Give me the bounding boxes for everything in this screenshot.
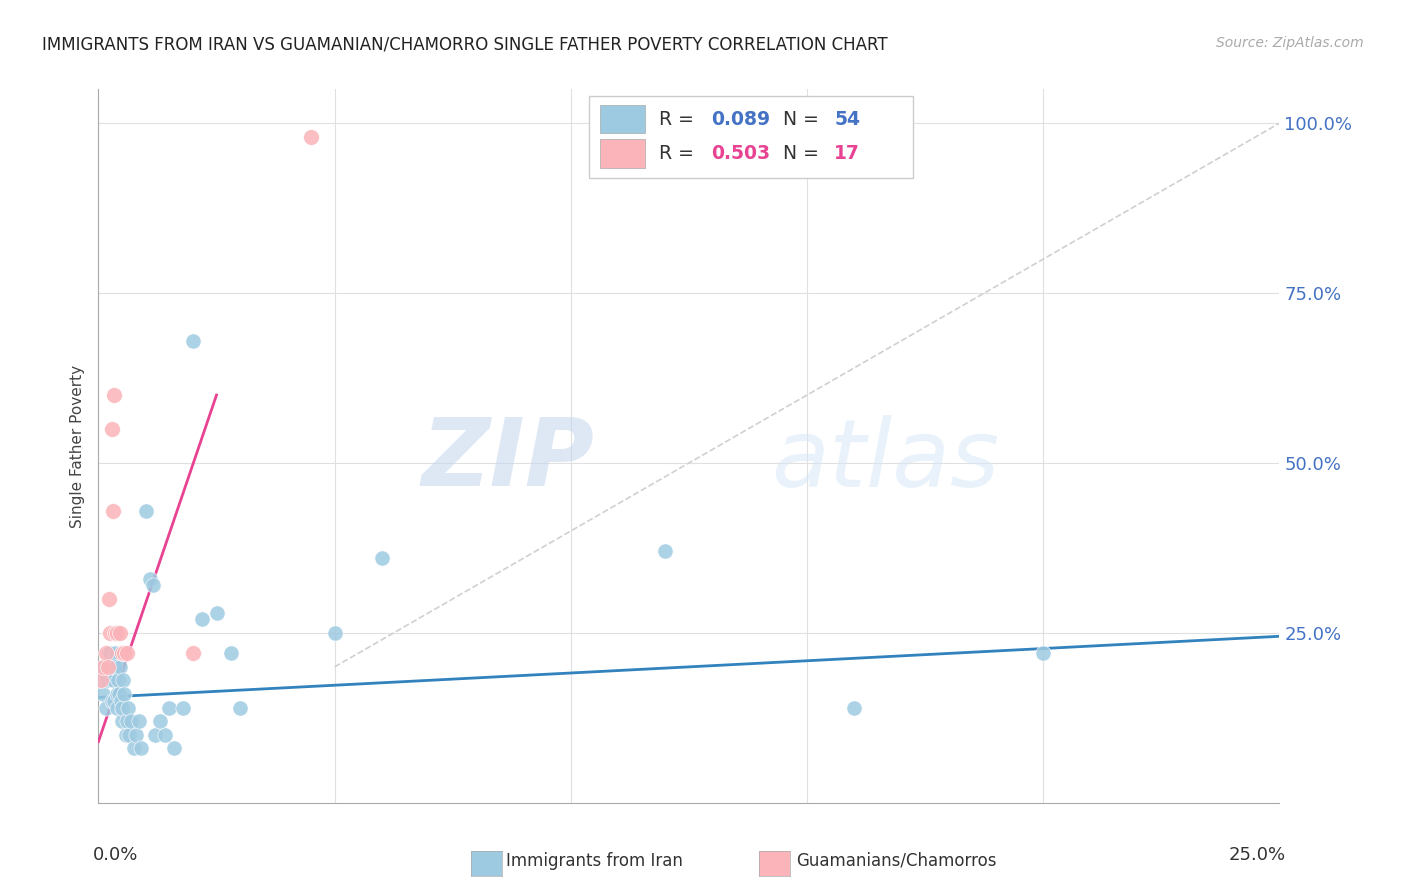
- Point: [143, 728, 166, 742]
- Point: [94, 700, 117, 714]
- Point: [172, 700, 194, 714]
- Text: Source: ZipAtlas.com: Source: ZipAtlas.com: [1216, 36, 1364, 50]
- Point: [90, 673, 112, 688]
- Point: [115, 646, 138, 660]
- Point: [91, 687, 114, 701]
- Point: [97, 646, 120, 660]
- Point: [153, 728, 176, 742]
- Point: [122, 741, 145, 756]
- Point: [97, 591, 120, 606]
- Text: R =: R =: [659, 110, 700, 128]
- Point: [157, 700, 180, 714]
- Point: [299, 129, 322, 144]
- Point: [128, 714, 150, 729]
- Point: [91, 660, 114, 674]
- Point: [205, 606, 228, 620]
- Text: ZIP: ZIP: [422, 414, 595, 507]
- Point: [105, 700, 128, 714]
- Point: [101, 503, 124, 517]
- Point: [90, 673, 112, 688]
- Point: [654, 544, 676, 558]
- Point: [103, 388, 125, 402]
- Point: [149, 714, 172, 729]
- Text: atlas: atlas: [772, 415, 1000, 506]
- Point: [104, 660, 127, 674]
- Text: 25.0%: 25.0%: [1229, 846, 1285, 863]
- Point: [115, 714, 138, 729]
- Point: [93, 660, 115, 674]
- Point: [105, 626, 128, 640]
- Point: [105, 687, 128, 701]
- Text: 0.0%: 0.0%: [93, 846, 138, 863]
- Point: [103, 694, 125, 708]
- Point: [96, 673, 118, 688]
- Point: [111, 673, 134, 688]
- Point: [117, 700, 139, 714]
- Point: [844, 700, 866, 714]
- Point: [105, 626, 128, 640]
- Point: [110, 694, 132, 708]
- Point: [111, 646, 134, 660]
- Point: [191, 612, 214, 626]
- Point: [104, 646, 127, 660]
- Text: Guamanians/Chamorros: Guamanians/Chamorros: [796, 852, 997, 870]
- Text: N =: N =: [783, 144, 825, 163]
- Bar: [600, 105, 645, 134]
- Point: [121, 714, 143, 729]
- Y-axis label: Single Father Poverty: Single Father Poverty: [70, 365, 86, 527]
- Point: [100, 694, 122, 708]
- Text: Immigrants from Iran: Immigrants from Iran: [506, 852, 683, 870]
- Text: 17: 17: [834, 144, 860, 163]
- Point: [139, 572, 162, 586]
- Point: [129, 741, 152, 756]
- Point: [219, 646, 242, 660]
- Bar: [600, 139, 645, 168]
- Text: 54: 54: [834, 110, 860, 128]
- Point: [118, 728, 141, 742]
- Point: [98, 626, 121, 640]
- Point: [125, 728, 148, 742]
- Point: [108, 660, 131, 674]
- Text: 0.089: 0.089: [711, 110, 770, 128]
- Point: [107, 673, 129, 688]
- Point: [97, 660, 120, 674]
- Point: [371, 551, 394, 566]
- Point: [112, 687, 135, 701]
- Point: [94, 646, 117, 660]
- Point: [114, 728, 136, 742]
- Point: [100, 422, 122, 436]
- Point: [98, 660, 121, 674]
- Point: [103, 660, 125, 674]
- Point: [111, 714, 134, 729]
- Point: [323, 626, 346, 640]
- Point: [181, 334, 204, 348]
- Point: [101, 673, 124, 688]
- Text: N =: N =: [783, 110, 825, 128]
- Point: [104, 626, 127, 640]
- Point: [229, 700, 252, 714]
- Point: [181, 646, 204, 660]
- Point: [97, 660, 120, 674]
- Point: [112, 646, 135, 660]
- Point: [98, 646, 121, 660]
- Point: [108, 687, 131, 701]
- Text: IMMIGRANTS FROM IRAN VS GUAMANIAN/CHAMORRO SINGLE FATHER POVERTY CORRELATION CHA: IMMIGRANTS FROM IRAN VS GUAMANIAN/CHAMOR…: [42, 36, 887, 54]
- Point: [163, 741, 186, 756]
- Point: [142, 578, 165, 592]
- Point: [111, 700, 134, 714]
- Point: [1032, 646, 1054, 660]
- Point: [135, 503, 157, 517]
- FancyBboxPatch shape: [589, 96, 914, 178]
- Point: [108, 626, 131, 640]
- Text: 0.503: 0.503: [711, 144, 770, 163]
- Text: R =: R =: [659, 144, 700, 163]
